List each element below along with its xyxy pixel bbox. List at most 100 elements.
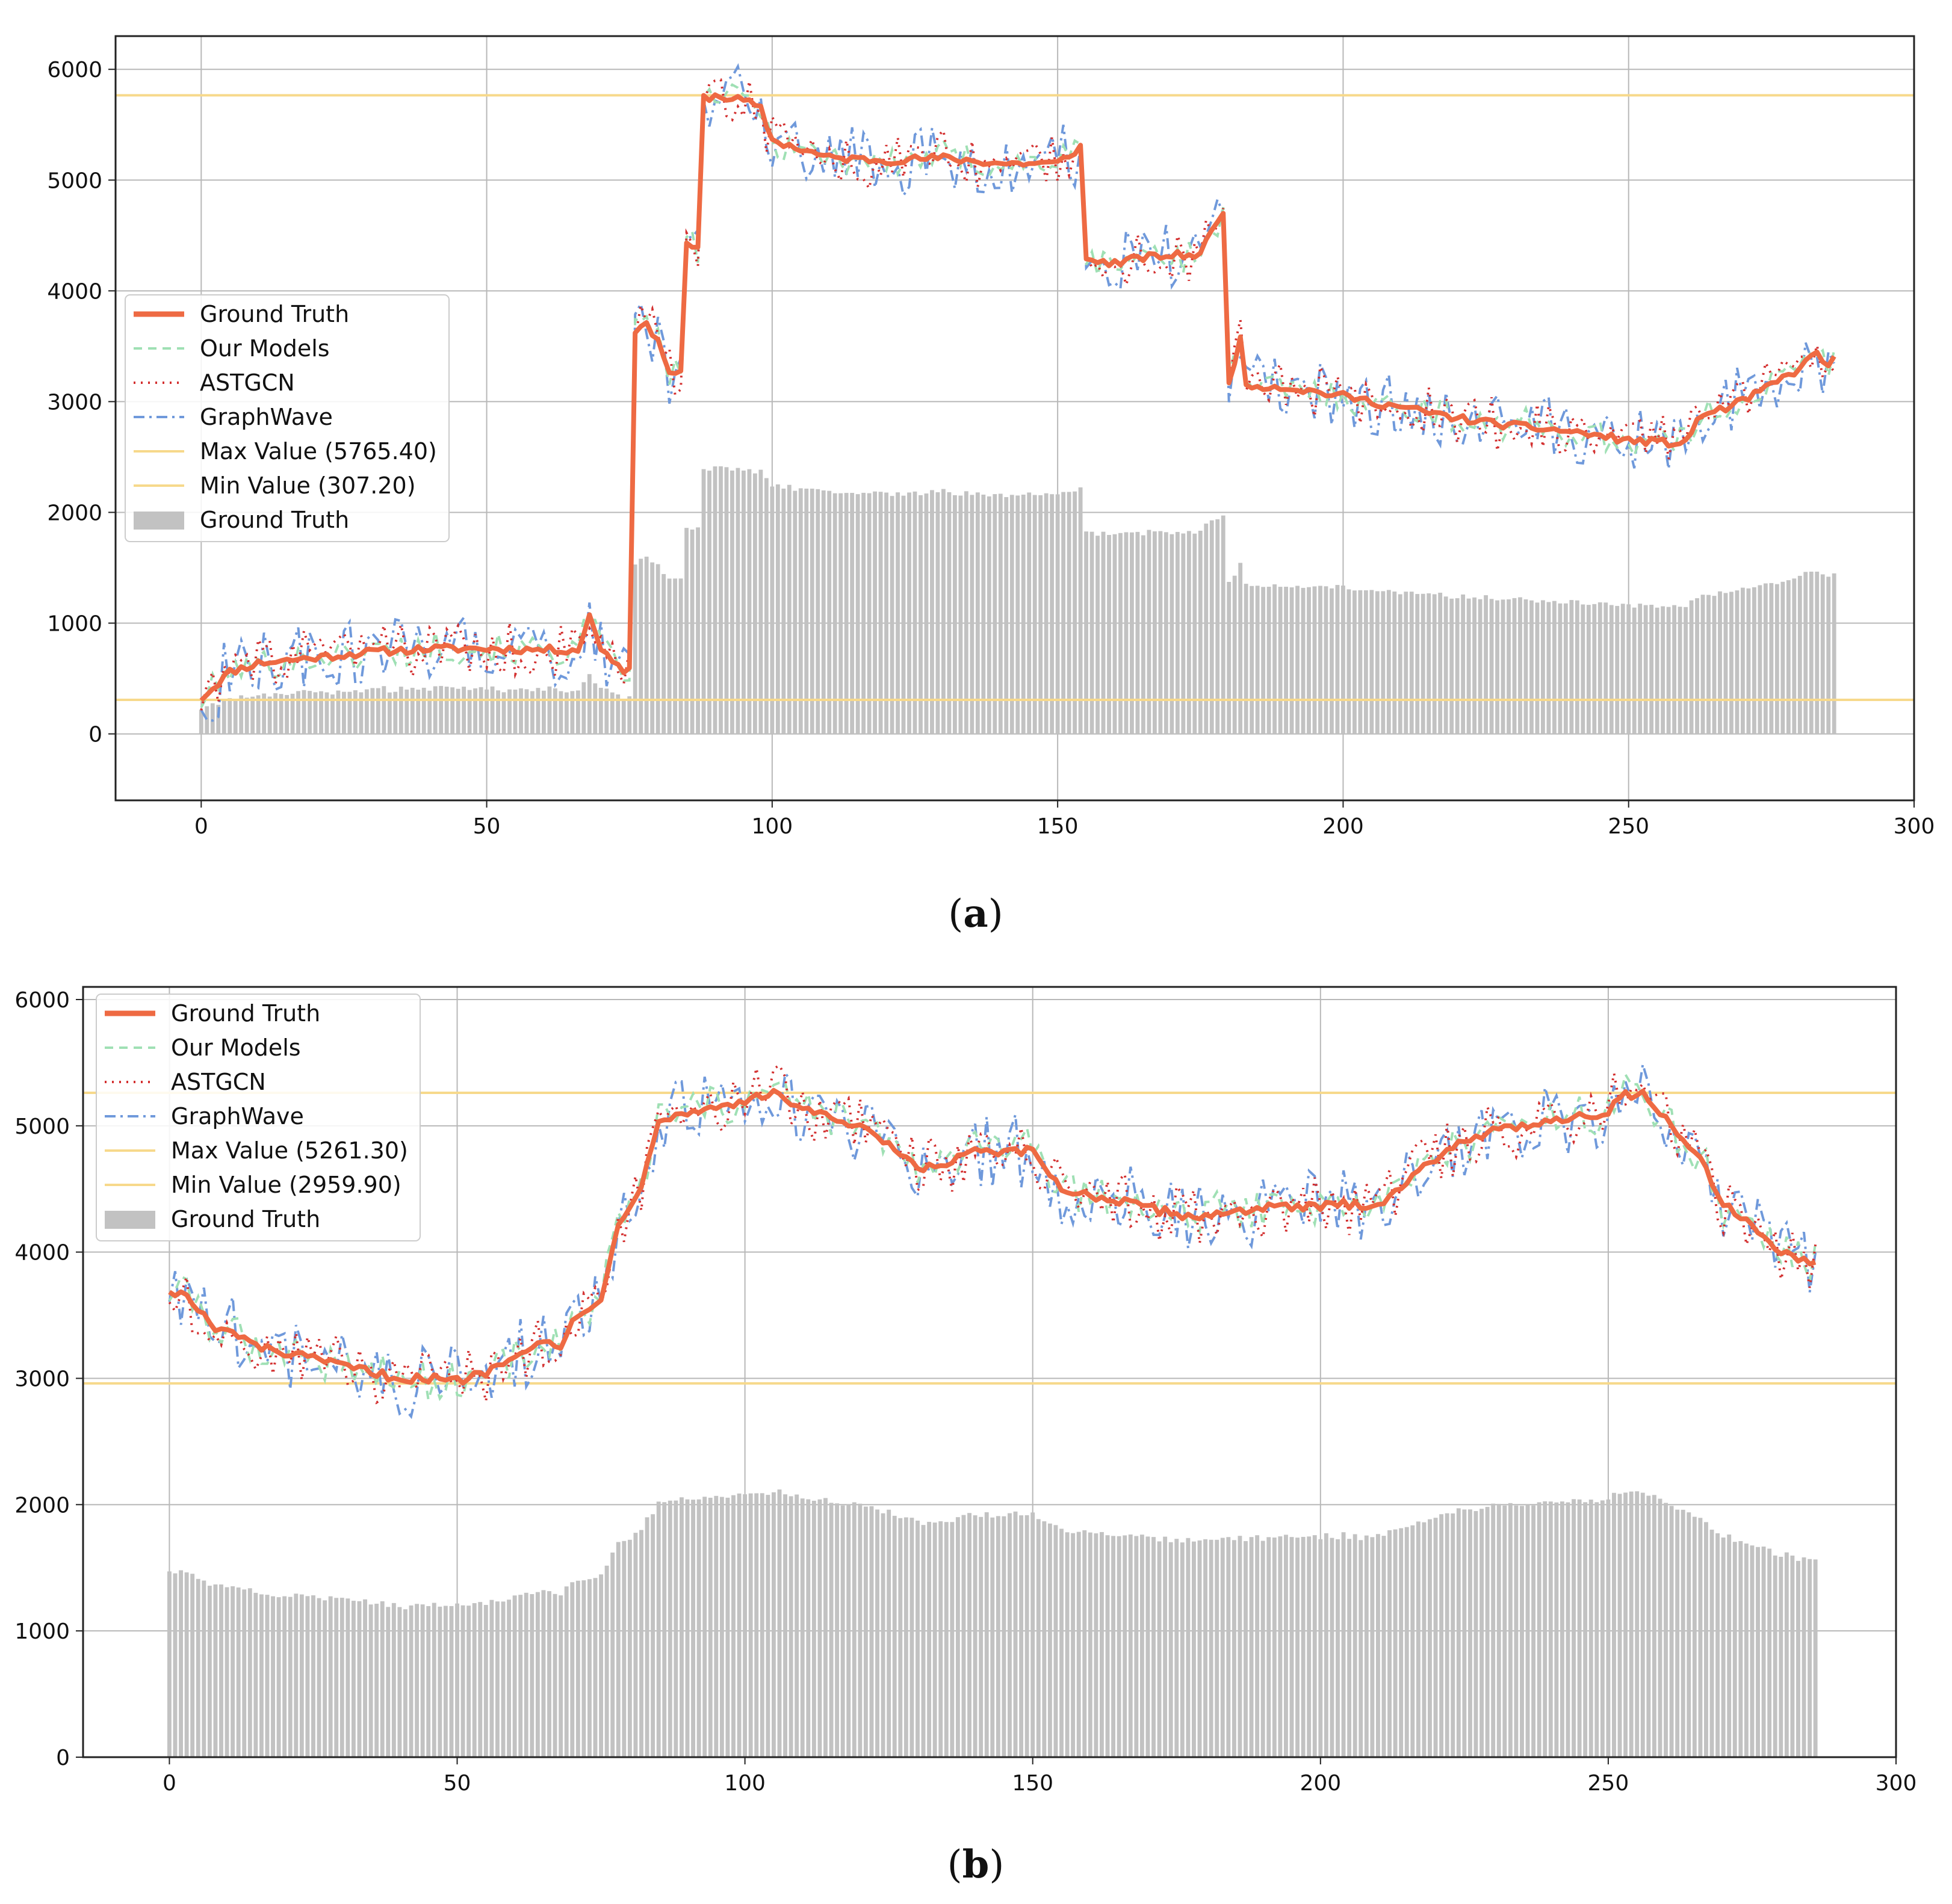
bar [1512, 598, 1517, 734]
bar [455, 1603, 459, 1757]
bar [787, 484, 792, 734]
bar [1732, 1542, 1737, 1757]
bar [1451, 1513, 1455, 1757]
bar [1255, 1535, 1260, 1757]
bar [1032, 495, 1037, 734]
bar [930, 490, 934, 734]
bar [685, 1499, 690, 1757]
bar [970, 495, 974, 734]
bar [1583, 1502, 1588, 1757]
bar [1008, 1513, 1012, 1757]
series-a [199, 63, 1836, 722]
bar [288, 1596, 293, 1757]
bar [1467, 1509, 1472, 1757]
bar [898, 1518, 903, 1757]
bar [1502, 1505, 1507, 1757]
bar [421, 687, 426, 734]
bar [1495, 600, 1499, 734]
y-tick-label: 1000 [47, 612, 102, 637]
bar [1472, 597, 1477, 734]
bar [771, 1492, 776, 1757]
bar [1330, 1538, 1334, 1757]
bar [1629, 1491, 1634, 1757]
bar [736, 468, 740, 734]
bar [1758, 585, 1762, 734]
bar [391, 1603, 396, 1757]
bar [570, 1582, 575, 1757]
bar [575, 1580, 580, 1757]
bar [610, 692, 615, 734]
bar [1220, 1538, 1225, 1757]
y-tick-label: 0 [88, 723, 102, 747]
bar [1071, 1533, 1076, 1757]
bar [1721, 1537, 1726, 1757]
bar [1491, 1503, 1496, 1757]
bar [1278, 587, 1283, 734]
bar [861, 492, 866, 734]
bar [397, 1607, 402, 1757]
bar [650, 562, 655, 734]
bar [1232, 575, 1237, 734]
bar [1678, 607, 1682, 734]
legend-a-label-min: Min Value (307.20) [200, 472, 416, 499]
bar [1658, 1498, 1662, 1757]
bar [1157, 1541, 1162, 1757]
bar [829, 1503, 834, 1757]
bar [1496, 1504, 1501, 1757]
bar [1432, 594, 1437, 734]
bar [1107, 534, 1111, 734]
bar [747, 469, 752, 734]
bar [1370, 1537, 1375, 1757]
bar [299, 1594, 304, 1757]
bar [467, 690, 472, 734]
bar [947, 492, 952, 734]
bar [878, 492, 883, 734]
bar [1255, 586, 1260, 734]
bar [1118, 533, 1123, 734]
series-ground-truth [199, 92, 1836, 702]
bar [1158, 531, 1163, 734]
bar [754, 1493, 759, 1757]
bar [1575, 600, 1579, 734]
bar [919, 495, 923, 734]
bar [1681, 1509, 1685, 1757]
bar [998, 493, 1003, 734]
bar [950, 1522, 955, 1757]
bar [1336, 1539, 1340, 1757]
bar [827, 490, 832, 734]
bar [501, 1601, 506, 1757]
bar [324, 692, 329, 734]
bar [1027, 492, 1032, 734]
bar [1687, 1512, 1691, 1757]
bar [907, 492, 911, 734]
bar [1398, 594, 1402, 734]
bar [347, 691, 352, 734]
y-tick-label: 5000 [14, 1114, 70, 1139]
bar [810, 488, 814, 734]
plot-frame-a [114, 35, 1915, 802]
bar [1646, 1495, 1651, 1757]
bar [279, 694, 284, 734]
bar [935, 492, 940, 734]
bar [835, 1503, 840, 1757]
bar [1422, 1522, 1427, 1757]
bar [821, 490, 826, 734]
bar [1238, 1536, 1242, 1757]
bar [1318, 1539, 1323, 1757]
bar [1324, 1533, 1328, 1757]
bar [213, 1584, 218, 1757]
bar [1295, 1538, 1300, 1757]
bar [702, 1497, 707, 1757]
bar [724, 467, 729, 734]
bar [1244, 584, 1248, 734]
bar [290, 693, 295, 734]
bar [1024, 1515, 1029, 1757]
x-tick-label: 250 [1608, 814, 1649, 839]
bar [892, 1515, 897, 1757]
legend-a-label-bars: Ground Truth [200, 507, 349, 533]
bar [1312, 1535, 1317, 1757]
x-ticks-a: 0 50 100 150 200 250 300 [194, 800, 1935, 839]
bar [633, 564, 637, 734]
x-tick-label: 50 [444, 1771, 471, 1796]
